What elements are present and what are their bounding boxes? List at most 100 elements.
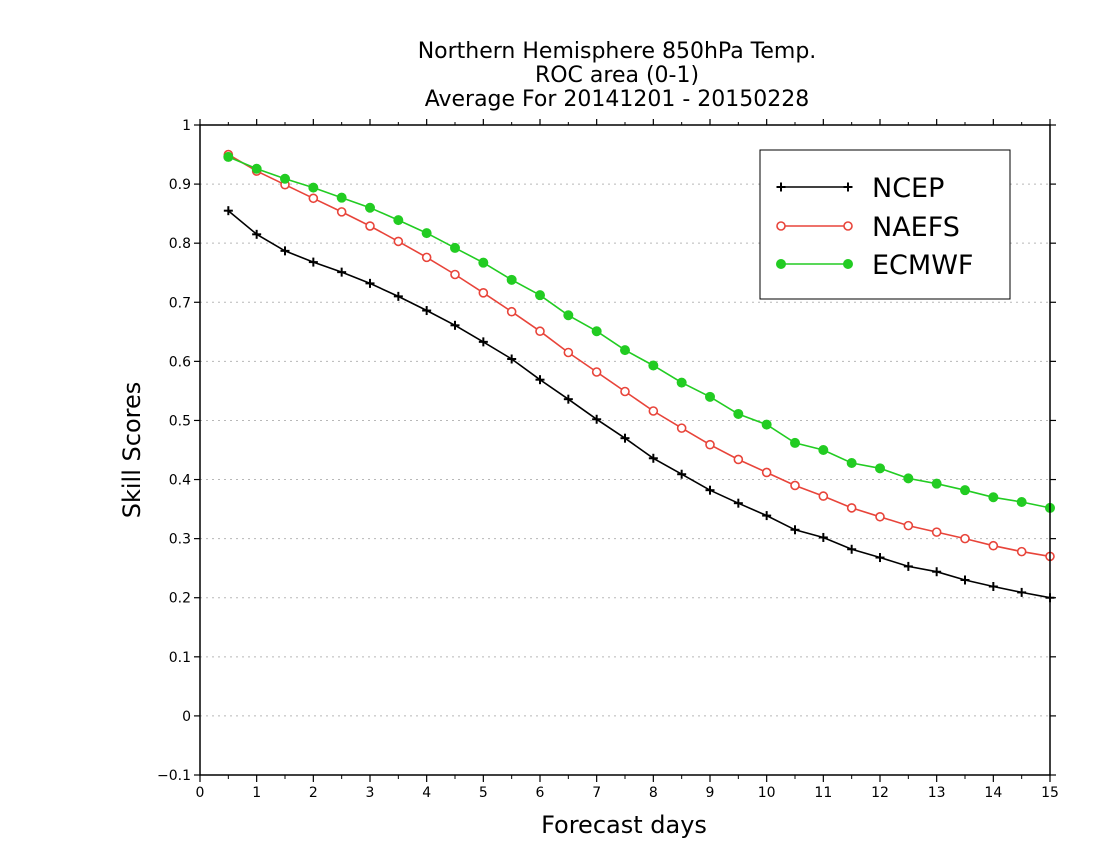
data-point-ecmwf xyxy=(365,202,375,213)
y-tick-label: 0.7 xyxy=(169,295,191,311)
y-tick-label: 0.9 xyxy=(169,177,191,193)
data-point-naefs xyxy=(506,306,517,317)
data-point-naefs xyxy=(336,207,347,217)
data-point-naefs xyxy=(648,406,659,416)
data-point-naefs xyxy=(818,491,829,501)
x-tick-label: 10 xyxy=(758,785,776,801)
data-point-ecmwf xyxy=(251,163,262,174)
x-tick-label: 3 xyxy=(366,785,375,801)
data-point-naefs xyxy=(903,520,914,531)
data-point-ncep xyxy=(365,278,375,288)
data-point-ecmwf xyxy=(903,473,914,484)
legend-marker-ecmwf xyxy=(843,259,853,269)
data-point-ncep xyxy=(393,291,403,301)
x-tick-label: 5 xyxy=(479,785,488,801)
data-point-ncep xyxy=(988,582,998,591)
data-point-ecmwf xyxy=(280,173,290,184)
chart-title-line-3: Average For 20141201 - 20150228 xyxy=(425,87,810,112)
legend-marker-ecmwf xyxy=(776,259,786,269)
data-point-ncep xyxy=(223,206,233,216)
data-point-ecmwf xyxy=(931,478,942,489)
data-point-ecmwf xyxy=(733,408,744,419)
legend-box xyxy=(759,149,1011,300)
data-point-ncep xyxy=(733,498,743,508)
x-axis-label: Forecast days xyxy=(541,811,707,839)
legend-label-naefs: NAEFS xyxy=(872,212,960,243)
x-tick-label: 1 xyxy=(252,785,261,801)
data-point-ncep xyxy=(960,575,970,585)
data-point-ncep xyxy=(932,567,942,577)
x-tick-label: 11 xyxy=(814,785,832,801)
data-point-naefs xyxy=(591,367,602,377)
x-tick-label: 0 xyxy=(196,785,205,801)
data-point-ncep xyxy=(762,511,772,521)
series-layer xyxy=(223,149,1055,603)
data-point-ncep xyxy=(280,246,290,256)
series-ncep xyxy=(223,206,1055,603)
legend-entry-ecmwf: ECMWF xyxy=(776,250,973,281)
y-tick-label: −0.1 xyxy=(157,768,191,784)
data-point-ncep xyxy=(535,375,545,385)
data-point-ncep xyxy=(705,485,715,495)
data-point-ncep xyxy=(507,354,517,364)
data-point-naefs xyxy=(875,511,885,522)
data-point-ncep xyxy=(308,257,318,267)
x-tick-label: 7 xyxy=(592,785,601,801)
data-point-ecmwf xyxy=(535,290,545,301)
data-point-naefs xyxy=(535,326,545,337)
legend-marker-naefs xyxy=(776,221,786,231)
data-point-ecmwf xyxy=(591,326,602,337)
data-point-ecmwf xyxy=(620,345,630,356)
chart-title-line-1: Northern Hemisphere 850hPa Temp. xyxy=(418,39,817,64)
data-point-ncep xyxy=(677,469,687,479)
data-point-ncep xyxy=(450,320,460,330)
data-point-ncep xyxy=(337,267,347,277)
data-point-ecmwf xyxy=(393,215,404,226)
y-tick-label: 0.2 xyxy=(169,591,191,607)
data-point-ncep xyxy=(252,229,262,239)
data-point-ecmwf xyxy=(875,463,885,474)
data-point-ecmwf xyxy=(761,419,772,430)
data-point-naefs xyxy=(931,527,942,537)
chart-title-line-2: ROC area (0-1) xyxy=(535,63,699,88)
y-tick-label: 1 xyxy=(182,118,191,134)
legend-marker-ncep xyxy=(776,182,786,192)
data-point-ecmwf xyxy=(818,445,829,455)
data-point-ecmwf xyxy=(1016,497,1027,507)
x-tick-label: 15 xyxy=(1041,785,1059,801)
y-tick-label: 0 xyxy=(182,709,191,725)
data-point-ecmwf xyxy=(478,257,489,268)
data-point-naefs xyxy=(365,221,375,231)
data-point-ecmwf xyxy=(705,391,715,402)
y-tick-label: 0.5 xyxy=(169,413,191,429)
data-point-ecmwf xyxy=(988,492,999,503)
data-point-ecmwf xyxy=(960,485,970,496)
data-point-naefs xyxy=(846,503,857,513)
x-tick-label: 2 xyxy=(309,785,318,801)
data-point-ncep xyxy=(422,306,432,316)
data-point-naefs xyxy=(790,480,800,491)
data-point-naefs xyxy=(705,439,715,450)
data-point-ecmwf xyxy=(790,437,800,448)
data-point-ncep xyxy=(620,433,630,443)
legend-marker-naefs xyxy=(843,221,853,231)
legend-entry-ncep: NCEP xyxy=(776,173,944,204)
data-point-ecmwf xyxy=(846,458,857,468)
x-tick-label: 14 xyxy=(984,785,1002,801)
y-tick-label: 0.6 xyxy=(169,354,191,370)
legend-label-ecmwf: ECMWF xyxy=(872,250,973,281)
legend-marker-ncep xyxy=(843,182,853,192)
data-point-naefs xyxy=(421,252,432,263)
data-point-ncep xyxy=(1017,587,1027,597)
data-point-naefs xyxy=(620,386,630,397)
data-point-ecmwf xyxy=(563,310,574,321)
data-point-naefs xyxy=(676,423,687,433)
data-point-ecmwf xyxy=(336,192,347,203)
data-point-ecmwf xyxy=(506,274,517,285)
data-point-ncep xyxy=(648,453,658,463)
data-point-naefs xyxy=(761,467,772,478)
series-line-naefs xyxy=(227,153,1051,558)
data-point-ecmwf xyxy=(648,360,659,371)
data-point-naefs xyxy=(478,288,489,298)
x-tick-label: 8 xyxy=(649,785,658,801)
